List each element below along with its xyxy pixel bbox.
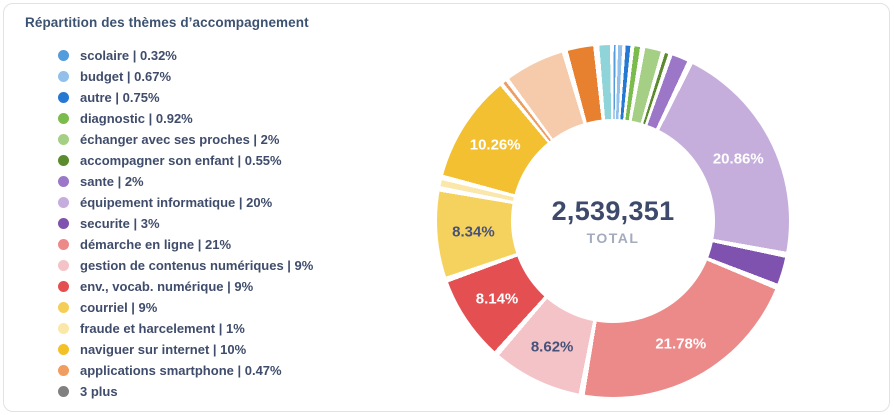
legend-item[interactable]: courriel | 9% [58,297,388,318]
legend-item[interactable]: gestion de contenus numériques | 9% [58,255,388,276]
legend-dot-icon [58,281,69,292]
legend-item[interactable]: sante | 2% [58,171,388,192]
chart-card: Répartition des thèmes d’accompagnement … [3,3,890,412]
chart-title: Répartition des thèmes d’accompagnement [25,15,309,30]
donut-center: 2,539,351 TOTAL [511,119,715,323]
legend-item-label: gestion de contenus numériques | 9% [80,258,314,273]
total-value: 2,539,351 [551,196,675,226]
legend-item-label: fraude et harcelement | 1% [80,321,245,336]
legend-item[interactable]: applications smartphone | 0.47% [58,360,388,381]
legend: scolaire | 0.32% budget | 0.67% autre | 0.… [58,45,388,402]
legend-item-label: env., vocab. numérique | 9% [80,279,254,294]
legend-dot-icon [58,302,69,313]
legend-dot-icon [58,71,69,82]
legend-item[interactable]: scolaire | 0.32% [58,45,388,66]
legend-item-label: 3 plus [80,384,118,399]
legend-dot-icon [58,50,69,61]
legend-dot-icon [58,197,69,208]
legend-item-label: naviguer sur internet | 10% [80,342,247,357]
legend-dot-icon [58,134,69,145]
donut-chart-area: 20.86% 21.78% 8.62% 8.14% 8.34% 10.26% 2,539,… [437,45,789,397]
legend-item-label: démarche en ligne | 21% [80,237,232,252]
legend-item[interactable]: accompagner son enfant | 0.55% [58,150,388,171]
legend-dot-icon [58,113,69,124]
legend-dot-icon [58,239,69,250]
legend-item[interactable]: env., vocab. numérique | 9% [58,276,388,297]
legend-item-label: budget | 0.67% [80,69,172,84]
legend-item-label: équipement informatique | 20% [80,195,273,210]
legend-item-label: scolaire | 0.32% [80,48,177,63]
legend-item[interactable]: 3 plus [58,381,388,402]
legend-dot-icon [58,155,69,166]
legend-item-label: applications smartphone | 0.47% [80,363,282,378]
legend-item-label: diagnostic | 0.92% [80,111,193,126]
legend-dot-icon [58,92,69,103]
legend-item[interactable]: démarche en ligne | 21% [58,234,388,255]
legend-item[interactable]: budget | 0.67% [58,66,388,87]
legend-item[interactable]: échanger avec ses proches | 2% [58,129,388,150]
legend-item[interactable]: naviguer sur internet | 10% [58,339,388,360]
legend-item[interactable]: diagnostic | 0.92% [58,108,388,129]
legend-item[interactable]: équipement informatique | 20% [58,192,388,213]
legend-item[interactable]: fraude et harcelement | 1% [58,318,388,339]
legend-dot-icon [58,344,69,355]
legend-dot-icon [58,365,69,376]
legend-item-label: sante | 2% [80,174,144,189]
legend-dot-icon [58,218,69,229]
legend-item[interactable]: autre | 0.75% [58,87,388,108]
legend-dot-icon [58,176,69,187]
legend-dot-icon [58,386,69,397]
legend-dot-icon [58,260,69,271]
legend-item-label: échanger avec ses proches | 2% [80,132,280,147]
legend-item-label: autre | 0.75% [80,90,160,105]
total-label: TOTAL [586,230,640,246]
legend-item-label: courriel | 9% [80,300,158,315]
legend-item[interactable]: securite | 3% [58,213,388,234]
legend-item-label: accompagner son enfant | 0.55% [80,153,282,168]
legend-item-label: securite | 3% [80,216,160,231]
legend-dot-icon [58,323,69,334]
